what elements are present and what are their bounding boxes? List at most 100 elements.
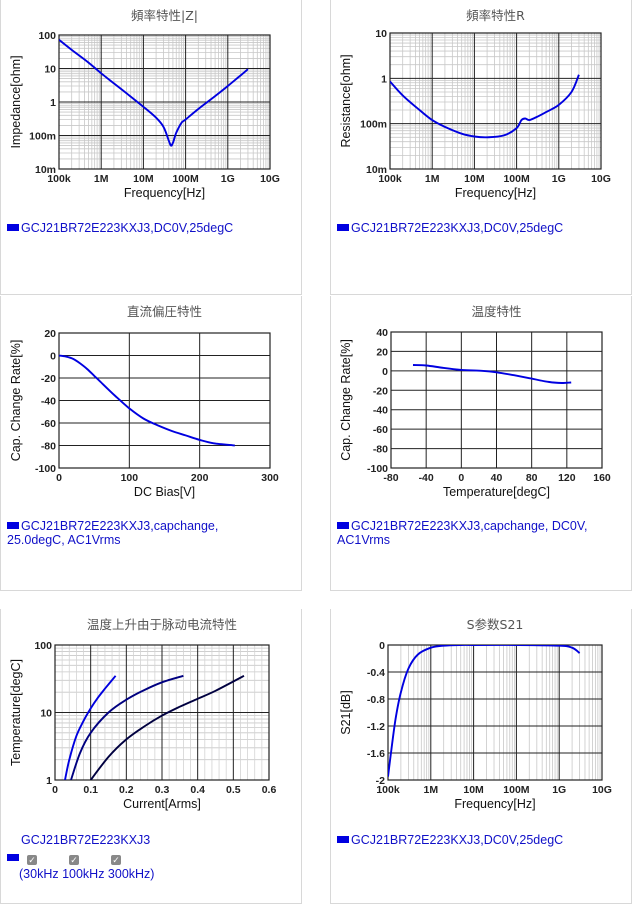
x-tick-label: 0.4 — [190, 784, 205, 796]
y-tick-label: 10m — [366, 164, 387, 176]
series-line-1 — [64, 675, 117, 780]
series-line-3 — [89, 674, 245, 780]
legend-label: GCJ21BR72E223KXJ3,DC0V,25degC — [351, 833, 564, 847]
x-tick-label: 1G — [552, 784, 566, 796]
legend-swatch — [337, 224, 349, 231]
plot-frame — [390, 331, 603, 469]
legend-series-names: (30kHz 100kHz 300kHz) — [19, 867, 155, 881]
x-tick-label: 0.2 — [119, 784, 134, 796]
x-tick-label: 10M — [463, 784, 484, 796]
y-tick-label: -20 — [41, 373, 56, 385]
chart-panel-6: S参数S21 100k 1M 10M 100M 1G 10G 0 -0.4 -0.8 -1.2 -1.… — [330, 609, 632, 904]
x-tick-label: 100k — [47, 173, 71, 185]
y-tick-label: 100m — [360, 119, 387, 131]
x-tick-label: 100M — [503, 784, 530, 796]
y-tick-label: 1 — [46, 775, 52, 787]
y-tick-label: 1 — [381, 73, 387, 85]
x-tick-label: 40 — [491, 472, 503, 484]
y-tick-label: -80 — [373, 444, 388, 456]
x-tick-label: 200 — [191, 472, 209, 484]
chart-svg-5: 温度上升由于脉动电流特性 0 0.1 0.2 0.3 0.4 0.5 0.6 1 10 100 Cur… — [9, 617, 277, 811]
legend-swatch — [7, 854, 19, 861]
y-tick-label: -0.4 — [367, 667, 385, 679]
legend: GCJ21BR72E223KXJ3,DC0V,25degC — [337, 221, 563, 235]
series-checkbox-1[interactable]: ✓ — [27, 855, 37, 865]
series-line-1 — [59, 354, 235, 447]
x-tick-label: 1M — [94, 173, 109, 185]
x-tick-label: 10G — [592, 784, 612, 796]
x-tick-label: 160 — [593, 472, 611, 484]
series-checkbox-3[interactable]: ✓ — [111, 855, 121, 865]
y-tick-label: 10 — [40, 708, 52, 720]
y-axis-label: Resistance[ohm] — [339, 54, 353, 147]
legend: GCJ21BR72E223KXJ3,capchange, DC0V, AC1Vrm… — [337, 519, 588, 547]
legend-label: GCJ21BR72E223KXJ3,DC0V,25degC — [21, 221, 234, 235]
y-tick-label: -60 — [373, 424, 388, 436]
x-tick-label: 10M — [464, 173, 485, 185]
series-line-1 — [59, 39, 249, 147]
y-tick-label: -100 — [367, 463, 388, 475]
legend: GCJ21BR72E223KXJ3 ✓ ✓ ✓ (30kHz 100kHz 300kHz… — [7, 833, 155, 881]
plot-frame — [54, 644, 270, 781]
y-tick-label: -1.6 — [367, 748, 385, 760]
y-tick-label: 10 — [375, 28, 387, 40]
y-tick-label: -100 — [35, 463, 56, 475]
x-axis-label: Current[Arms] — [123, 797, 201, 811]
x-tick-label: 10G — [591, 173, 611, 185]
x-tick-label: 0.1 — [83, 784, 98, 796]
x-tick-label: -80 — [383, 472, 398, 484]
chart-panel-1: 頻率特性|Z| 100k 1M 10M 100M 1G 10G 10m 100m 1 10 100 Fr… — [0, 0, 302, 295]
chart-title: 頻率特性|Z| — [131, 8, 198, 23]
x-tick-label: 100 — [121, 472, 139, 484]
y-tick-label: -20 — [373, 385, 388, 397]
legend-label: GCJ21BR72E223KXJ3,DC0V,25degC — [351, 221, 564, 235]
x-axis-label: DC Bias[V] — [134, 485, 195, 499]
x-tick-label: 0.6 — [262, 784, 277, 796]
y-tick-label: 100m — [29, 131, 56, 143]
legend-swatch — [7, 522, 19, 529]
x-tick-label: 100k — [376, 784, 400, 796]
chart-svg-6: S参数S21 100k 1M 10M 100M 1G 10G 0 -0.4 -0.8 -1.2 -1.… — [339, 617, 612, 811]
y-tick-label: 0 — [382, 366, 388, 378]
chart-svg-2: 頻率特性R 100k 1M 10M 100M 1G 10G 10m 100m 1 10 Frequen… — [339, 8, 611, 200]
chart-title: 温度上升由于脉动电流特性 — [87, 617, 237, 632]
x-tick-label: 100M — [172, 173, 199, 185]
chart-panel-4: 温度特性 -80 -40 0 40 80 120 160 40 20 0 -20 -40 -60 -80 -1… — [330, 296, 632, 591]
y-axis-label: Cap. Change Rate[%] — [9, 340, 23, 462]
series-checkbox-2[interactable]: ✓ — [69, 855, 79, 865]
legend-swatch — [7, 224, 19, 231]
x-tick-label: 1G — [221, 173, 235, 185]
chart-panel-3: 直流偏圧特性 0 100 200 300 20 0 -20 -40 -60 -80 -100 DC Bi… — [0, 296, 302, 591]
x-axis-label: Frequency[Hz] — [455, 186, 536, 200]
x-tick-label: 0 — [52, 784, 58, 796]
x-axis-label: Frequency[Hz] — [454, 797, 535, 811]
legend: GCJ21BR72E223KXJ3,DC0V,25degC — [7, 221, 233, 235]
x-tick-label: 1M — [425, 173, 440, 185]
legend-title: GCJ21BR72E223KXJ3 — [21, 833, 151, 847]
chart-title: 頻率特性R — [466, 8, 525, 23]
y-tick-label: 0 — [379, 640, 385, 652]
y-tick-label: 100 — [34, 640, 52, 652]
x-axis-label: Temperature[degC] — [443, 485, 550, 499]
y-tick-label: -1.2 — [367, 721, 385, 733]
y-tick-label: -60 — [41, 418, 56, 430]
x-tick-label: 120 — [558, 472, 576, 484]
series-line-1 — [388, 645, 581, 777]
chart-svg-1: 頻率特性|Z| 100k 1M 10M 100M 1G 10G 10m 100m 1 10 100 Fr… — [9, 8, 280, 200]
y-tick-label: 100 — [38, 30, 56, 42]
chart-svg-4: 温度特性-80 -40 0 40 80 120 16040200-20-40-60-80-1… — [339, 304, 611, 499]
legend: GCJ21BR72E223KXJ3,DC0V,25degC — [337, 833, 563, 847]
legend-label: AC1Vrms — [337, 533, 391, 547]
chart-panel-2: 頻率特性R 100k 1M 10M 100M 1G 10G 10m 100m 1 10 Frequen… — [330, 0, 632, 295]
y-tick-label: 20 — [44, 328, 56, 340]
x-axis-label: Frequency[Hz] — [124, 186, 205, 200]
y-tick-label: 1 — [50, 97, 56, 109]
plot-frame — [58, 34, 271, 170]
x-tick-label: 100M — [503, 173, 530, 185]
x-tick-label: 0.5 — [226, 784, 241, 796]
legend-label: GCJ21BR72E223KXJ3,capchange, — [21, 519, 219, 533]
x-tick-label: -40 — [419, 472, 434, 484]
y-tick-label: 20 — [376, 346, 388, 358]
legend-swatch — [337, 522, 349, 529]
